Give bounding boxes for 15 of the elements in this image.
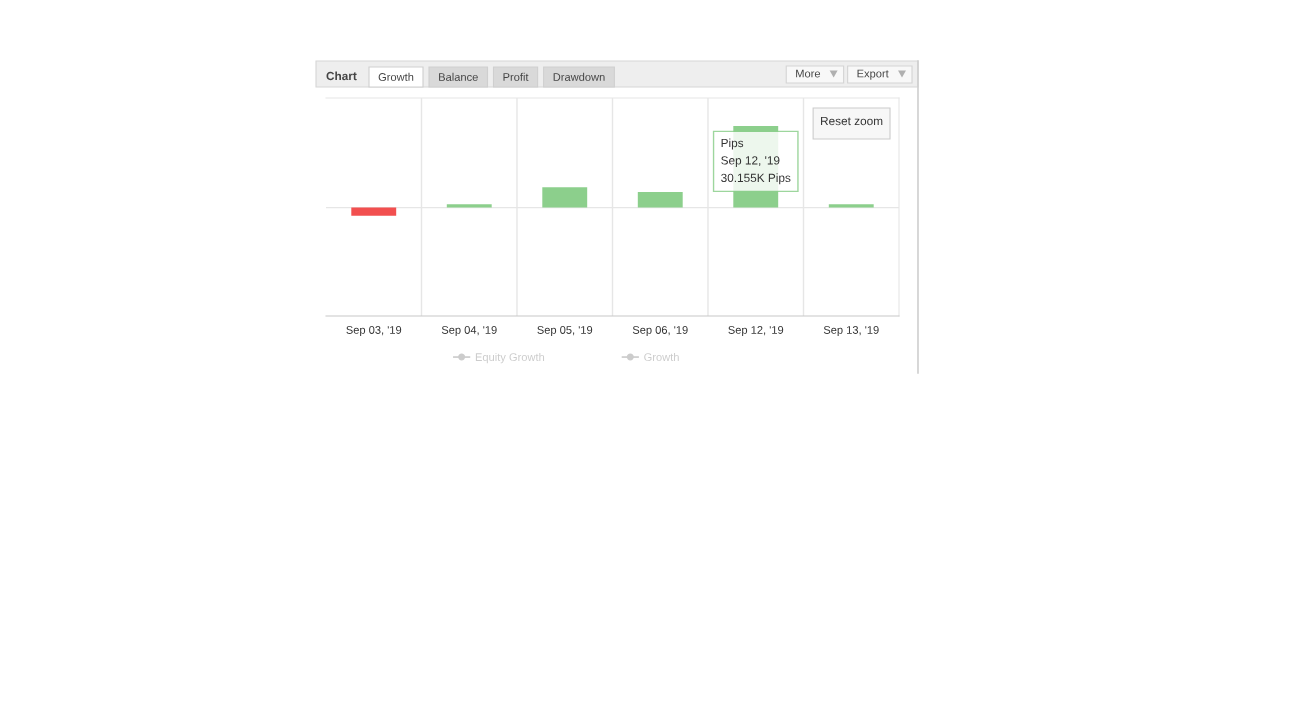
text: Reset zoom — [821, 116, 883, 126]
x-tick-label: Sep 13, '19 — [823, 326, 879, 337]
annotation: Pips Sep 12, '19 30.155K Pips — [721, 138, 791, 185]
text: Growth — [378, 72, 414, 81]
x-tick-label: Sep 12, '19 — [728, 326, 784, 337]
text: Profit — [503, 72, 529, 81]
x-tick-label: Sep 04, '19 — [441, 326, 497, 337]
text: Drawdown — [553, 72, 605, 81]
x-tick-label: Sep 03, '19 — [346, 326, 402, 337]
text: Balance — [439, 72, 478, 81]
x-tick-label: Sep 06, '19 — [632, 326, 688, 337]
text: Export — [857, 69, 889, 80]
chart-title: Chart — [326, 71, 357, 81]
x-tick-label: Sep 05, '19 — [537, 326, 593, 337]
text: More — [796, 69, 821, 78]
